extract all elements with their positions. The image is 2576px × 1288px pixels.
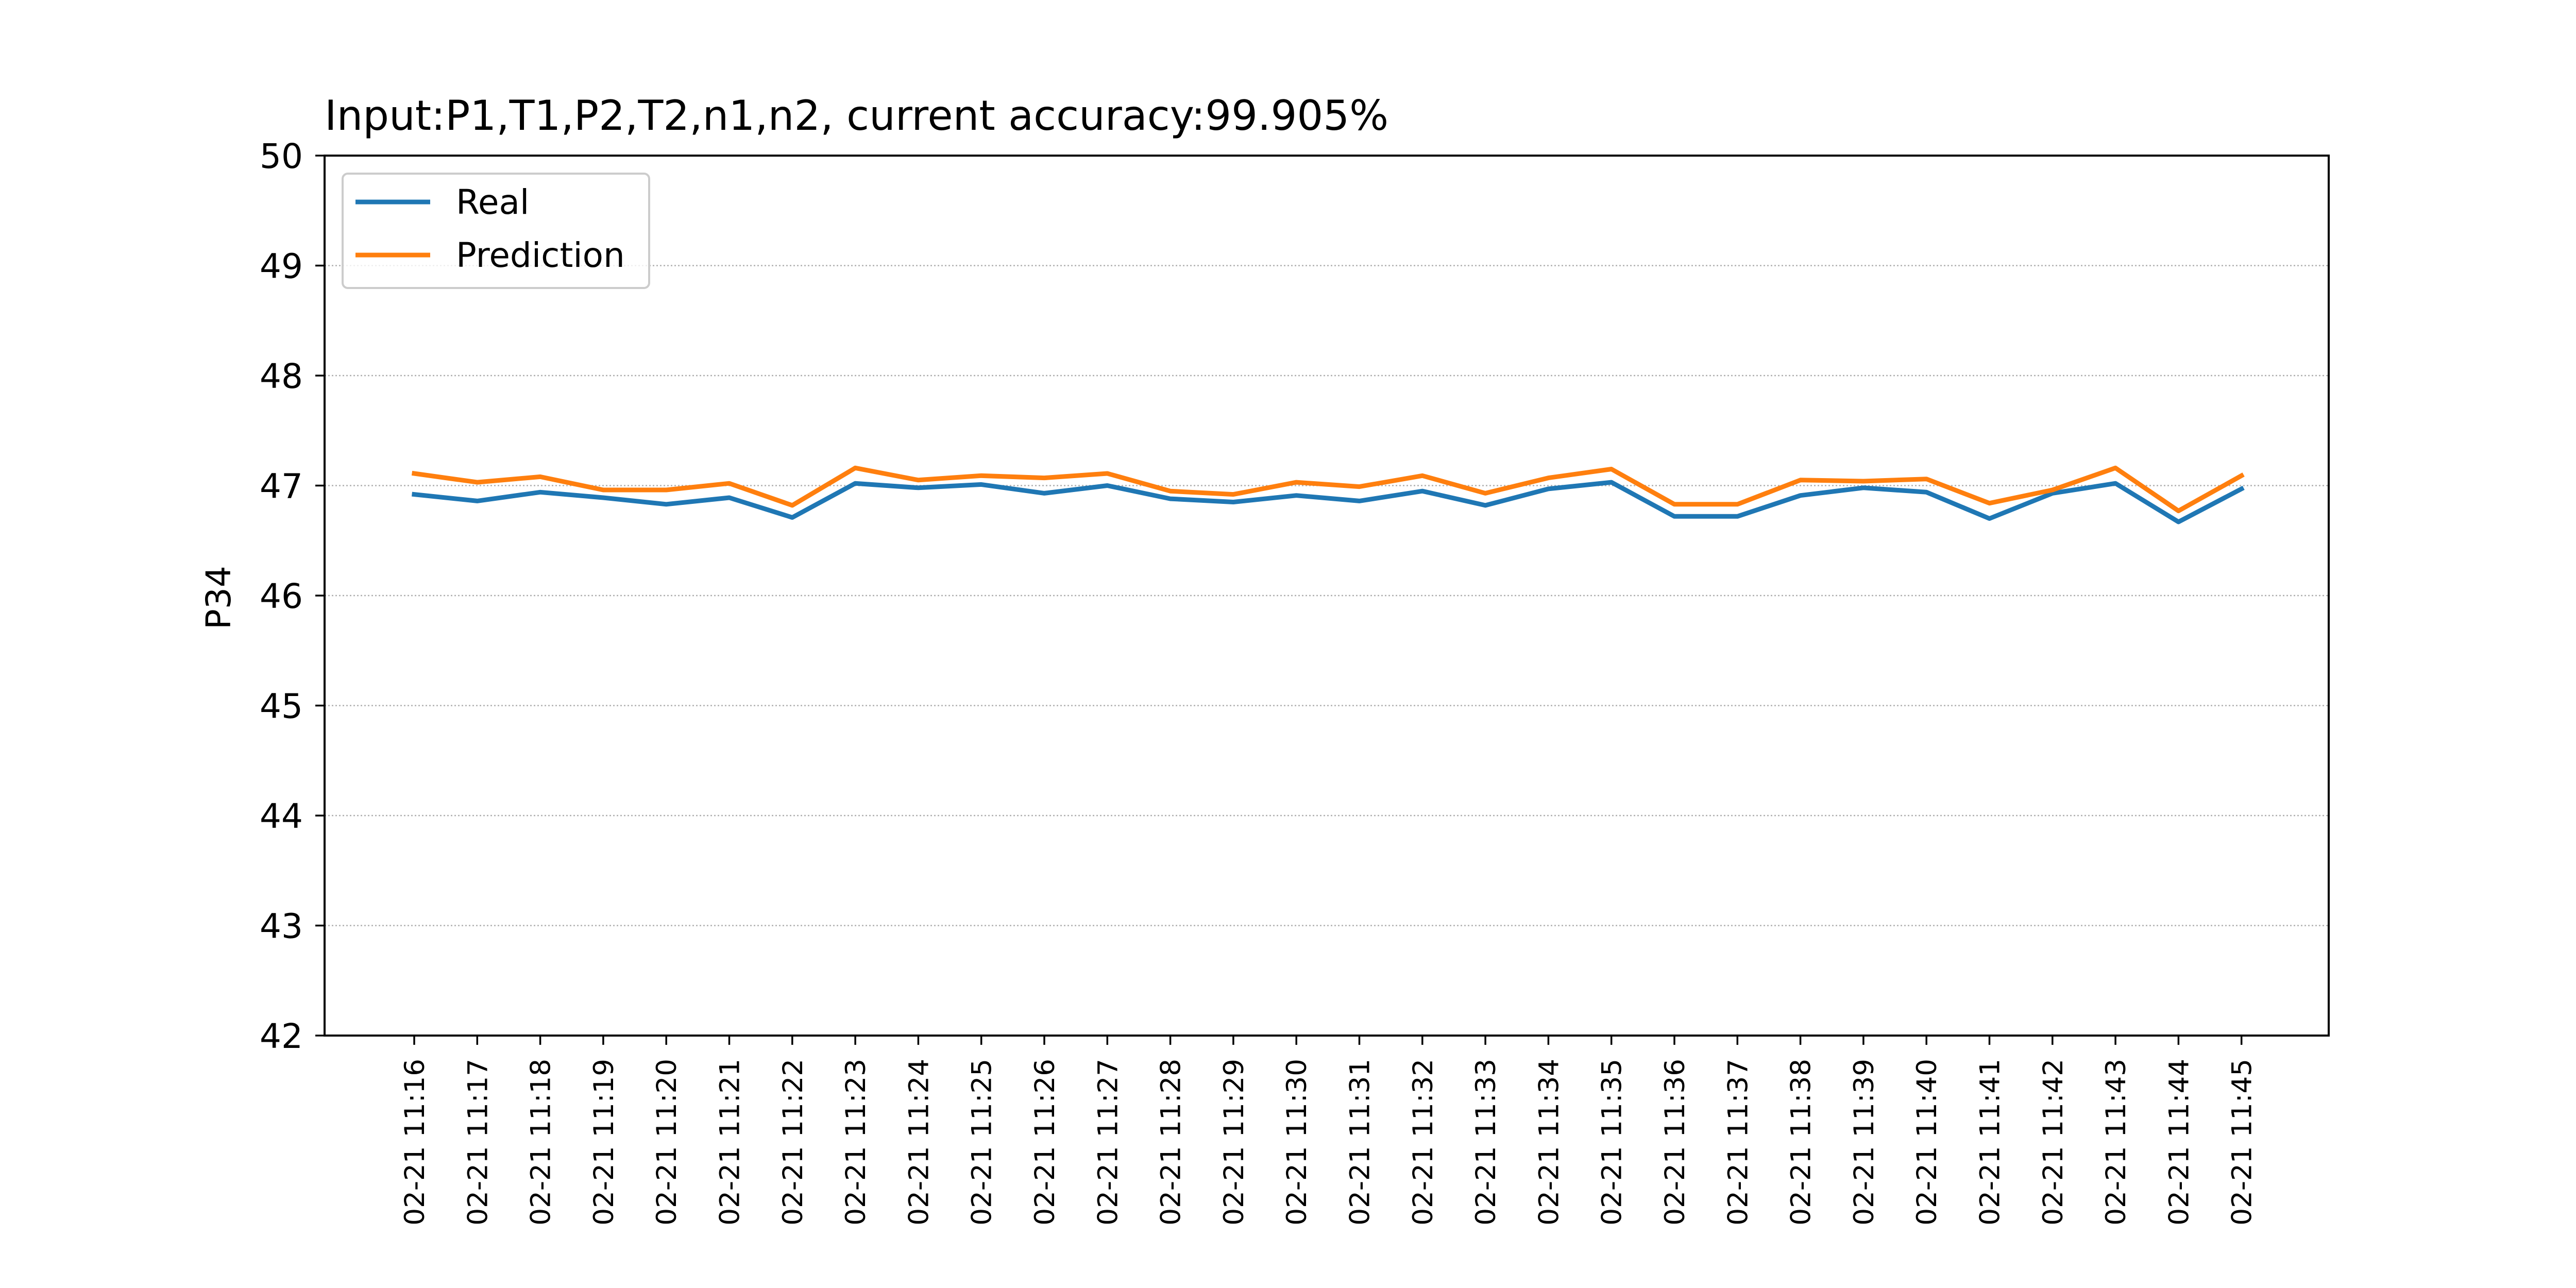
x-tick-label: 02-21 11:35 (1597, 1059, 1628, 1226)
y-tick-label: 50 (260, 137, 303, 176)
x-tick-label: 02-21 11:27 (1092, 1059, 1124, 1226)
y-tick-label: 48 (260, 357, 303, 396)
y-tick-label: 49 (260, 247, 303, 286)
x-tick-label: 02-21 11:19 (588, 1059, 620, 1226)
x-tick-label: 02-21 11:44 (2163, 1059, 2195, 1226)
x-tick-label: 02-21 11:33 (1470, 1059, 1502, 1226)
x-tick-label: 02-21 11:37 (1722, 1059, 1754, 1226)
x-tick-label: 02-21 11:20 (651, 1059, 683, 1226)
x-tick-label: 02-21 11:32 (1408, 1059, 1439, 1226)
series-line-prediction (411, 465, 2245, 514)
grid-lines (325, 265, 2329, 926)
x-tick-label: 02-21 11:40 (1911, 1059, 1943, 1226)
x-axis: 02-21 11:16 02-21 11:17 02-21 11:18 02-21 1… (399, 1036, 2258, 1226)
legend: Real Prediction (342, 173, 650, 289)
y-tick-label: 47 (260, 467, 303, 506)
x-tick-label: 02-21 11:29 (1218, 1059, 1250, 1226)
x-tick-label: 02-21 11:24 (903, 1059, 935, 1226)
y-tick-label: 45 (260, 687, 303, 726)
x-tick-label: 02-21 11:36 (1659, 1059, 1691, 1226)
y-tick-label: 46 (260, 577, 303, 616)
y-tick-label: 44 (260, 796, 303, 836)
x-tick-label: 02-21 11:43 (2100, 1059, 2132, 1226)
series-line-real (412, 480, 2245, 524)
y-axis-label: P34 (199, 566, 239, 630)
chart-title: Input:P1,T1,P2,T2,n1,n2, current accurac… (325, 92, 1388, 140)
x-tick-label: 02-21 11:31 (1345, 1059, 1376, 1226)
x-tick-label: 02-21 11:34 (1533, 1059, 1565, 1226)
x-tick-label: 02-21 11:23 (840, 1059, 872, 1226)
x-tick-label: 02-21 11:16 (399, 1059, 431, 1226)
x-tick-label: 02-21 11:21 (715, 1059, 746, 1226)
x-tick-label: 02-21 11:39 (1849, 1059, 1880, 1226)
x-tick-label: 02-21 11:26 (1029, 1059, 1061, 1226)
x-tick-label: 02-21 11:41 (1975, 1059, 2006, 1226)
series-lines (411, 465, 2245, 524)
y-tick-label: 42 (260, 1016, 303, 1056)
x-tick-label: 02-21 11:25 (967, 1059, 998, 1226)
x-tick-label: 02-21 11:17 (462, 1059, 494, 1226)
y-tick-label: 43 (260, 907, 303, 946)
x-tick-label: 02-21 11:45 (2227, 1059, 2258, 1226)
x-tick-label: 02-21 11:18 (526, 1059, 557, 1226)
legend-label-real: Real (456, 182, 529, 222)
x-tick-label: 02-21 11:28 (1156, 1059, 1187, 1226)
x-tick-label: 02-21 11:38 (1786, 1059, 1817, 1226)
x-tick-label: 02-21 11:30 (1281, 1059, 1313, 1226)
x-tick-label: 02-21 11:42 (2038, 1059, 2069, 1226)
y-axis: 42 43 44 45 46 47 48 49 50 (260, 137, 325, 1056)
x-tick-label: 02-21 11:22 (777, 1059, 809, 1226)
legend-label-prediction: Prediction (456, 235, 625, 275)
